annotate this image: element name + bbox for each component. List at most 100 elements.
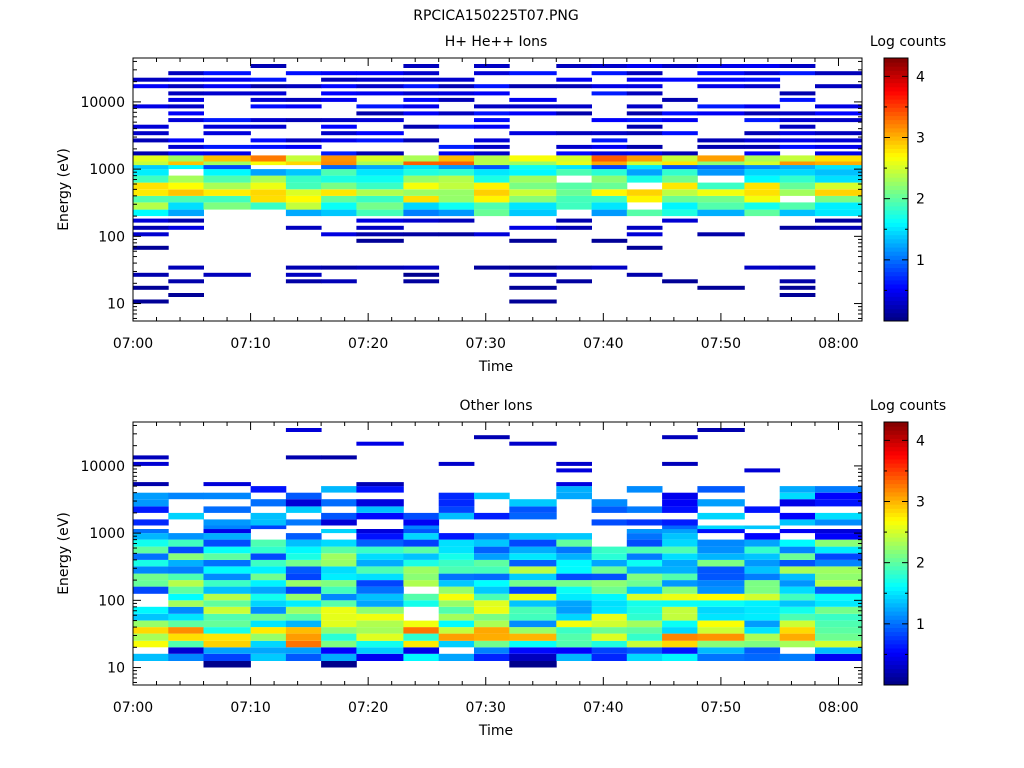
colorbar-segment bbox=[884, 491, 908, 497]
colorbar-segment bbox=[884, 296, 908, 301]
heatmap-cell bbox=[356, 131, 404, 136]
heatmap-cell bbox=[474, 151, 510, 156]
heatmap-cell bbox=[697, 647, 745, 654]
heatmap-cell bbox=[662, 606, 698, 614]
heatmap-cell bbox=[474, 553, 510, 560]
heatmap-cell bbox=[626, 71, 663, 76]
y-tick-label: 1000 bbox=[89, 526, 125, 542]
heatmap-cell bbox=[474, 182, 510, 190]
heatmap-cell bbox=[403, 195, 440, 203]
heatmap-cell bbox=[474, 189, 510, 196]
heatmap-cell bbox=[591, 573, 628, 581]
y-tick-label: 10 bbox=[107, 297, 125, 313]
heatmap-cell bbox=[626, 633, 663, 641]
heatmap-cell bbox=[438, 461, 475, 466]
heatmap-cell bbox=[815, 586, 863, 594]
heatmap-cell bbox=[203, 559, 251, 567]
heatmap-cell bbox=[403, 533, 440, 540]
heatmap-cell bbox=[356, 573, 404, 581]
colorbar-segment bbox=[884, 602, 908, 608]
heatmap-cell bbox=[250, 600, 287, 607]
heatmap-cell bbox=[133, 640, 169, 648]
heatmap-cell bbox=[168, 647, 204, 654]
heatmap-cell bbox=[815, 151, 863, 156]
colorbar-segment bbox=[884, 115, 908, 121]
heatmap-cell bbox=[815, 566, 863, 574]
heatmap-cell bbox=[203, 169, 251, 176]
colorbar-segment bbox=[884, 458, 908, 464]
heatmap-cell bbox=[744, 559, 781, 567]
heatmap-cell bbox=[356, 653, 404, 661]
heatmap-cell bbox=[356, 620, 404, 628]
heatmap-cell bbox=[509, 512, 557, 520]
colorbar-segment bbox=[884, 234, 908, 240]
heatmap-cell bbox=[662, 553, 698, 560]
heatmap-cell bbox=[509, 580, 557, 587]
heatmap-cell bbox=[356, 593, 404, 601]
heatmap-cell bbox=[697, 529, 745, 534]
heatmap-cell bbox=[356, 189, 404, 196]
heatmap-cell bbox=[438, 559, 475, 567]
heatmap-cell bbox=[285, 118, 322, 123]
heatmap-cell bbox=[285, 144, 322, 149]
heatmap-cell bbox=[203, 506, 251, 513]
heatmap-cell bbox=[285, 566, 322, 574]
heatmap-cell bbox=[403, 566, 440, 574]
heatmap-cell bbox=[133, 225, 169, 230]
heatmap-cell bbox=[168, 580, 204, 587]
heatmap-cells bbox=[133, 64, 863, 304]
colorbar-segment bbox=[884, 483, 908, 489]
heatmap-cell bbox=[356, 161, 404, 166]
heatmap-cell bbox=[744, 606, 781, 614]
colorbar-segment bbox=[884, 201, 908, 207]
heatmap-cell bbox=[626, 586, 663, 594]
heatmap-cell bbox=[474, 600, 510, 607]
heatmap-cell bbox=[403, 209, 440, 217]
heatmap-cell bbox=[133, 529, 169, 534]
heatmap-cell bbox=[509, 441, 557, 446]
heatmap-cell bbox=[133, 580, 169, 587]
heatmap-cell bbox=[779, 91, 816, 96]
heatmap-cell bbox=[168, 144, 204, 149]
heatmap-cell bbox=[744, 627, 781, 634]
colorbar-segment bbox=[884, 164, 908, 170]
heatmap-cell bbox=[168, 104, 204, 109]
heatmap-cell bbox=[321, 593, 357, 601]
colorbar-segment bbox=[884, 446, 908, 452]
heatmap-cell bbox=[779, 111, 816, 116]
x-tick-label: 07:50 bbox=[701, 336, 741, 352]
heatmap-cell bbox=[815, 131, 863, 136]
heatmap-cell bbox=[662, 195, 698, 203]
heatmap-cell bbox=[556, 640, 592, 648]
x-tick-label: 07:10 bbox=[230, 700, 270, 716]
heatmap-cell bbox=[438, 195, 475, 203]
heatmap-cell bbox=[591, 202, 628, 210]
x-tick-label: 07:40 bbox=[583, 336, 623, 352]
colorbar-segment bbox=[884, 508, 908, 513]
colorbar-segment bbox=[884, 210, 908, 215]
heatmap-cell bbox=[285, 506, 322, 513]
colorbar-segment bbox=[884, 434, 908, 439]
heatmap-cell bbox=[509, 84, 557, 89]
heatmap-cell bbox=[744, 64, 781, 68]
colorbar-segment bbox=[884, 606, 908, 612]
heatmap-cell bbox=[356, 182, 404, 190]
heatmap-cell bbox=[779, 265, 816, 270]
heatmap-cell bbox=[321, 209, 357, 217]
heatmap-cell bbox=[591, 131, 628, 136]
heatmap-cell bbox=[591, 593, 628, 601]
heatmap-cell bbox=[779, 118, 816, 123]
heatmap-cell bbox=[133, 77, 169, 82]
heatmap-cell bbox=[697, 161, 745, 166]
heatmap-cell bbox=[403, 265, 440, 270]
heatmap-cell bbox=[591, 627, 628, 634]
heatmap-cell bbox=[403, 553, 440, 560]
heatmap-cell bbox=[321, 606, 357, 614]
heatmap-cell bbox=[474, 606, 510, 614]
colorbar-segment bbox=[884, 242, 908, 248]
heatmap-cell bbox=[438, 613, 475, 621]
colorbar-segment bbox=[884, 643, 908, 649]
heatmap-cell bbox=[815, 559, 863, 567]
heatmap-cell bbox=[356, 265, 404, 270]
heatmap-cell bbox=[356, 566, 404, 574]
